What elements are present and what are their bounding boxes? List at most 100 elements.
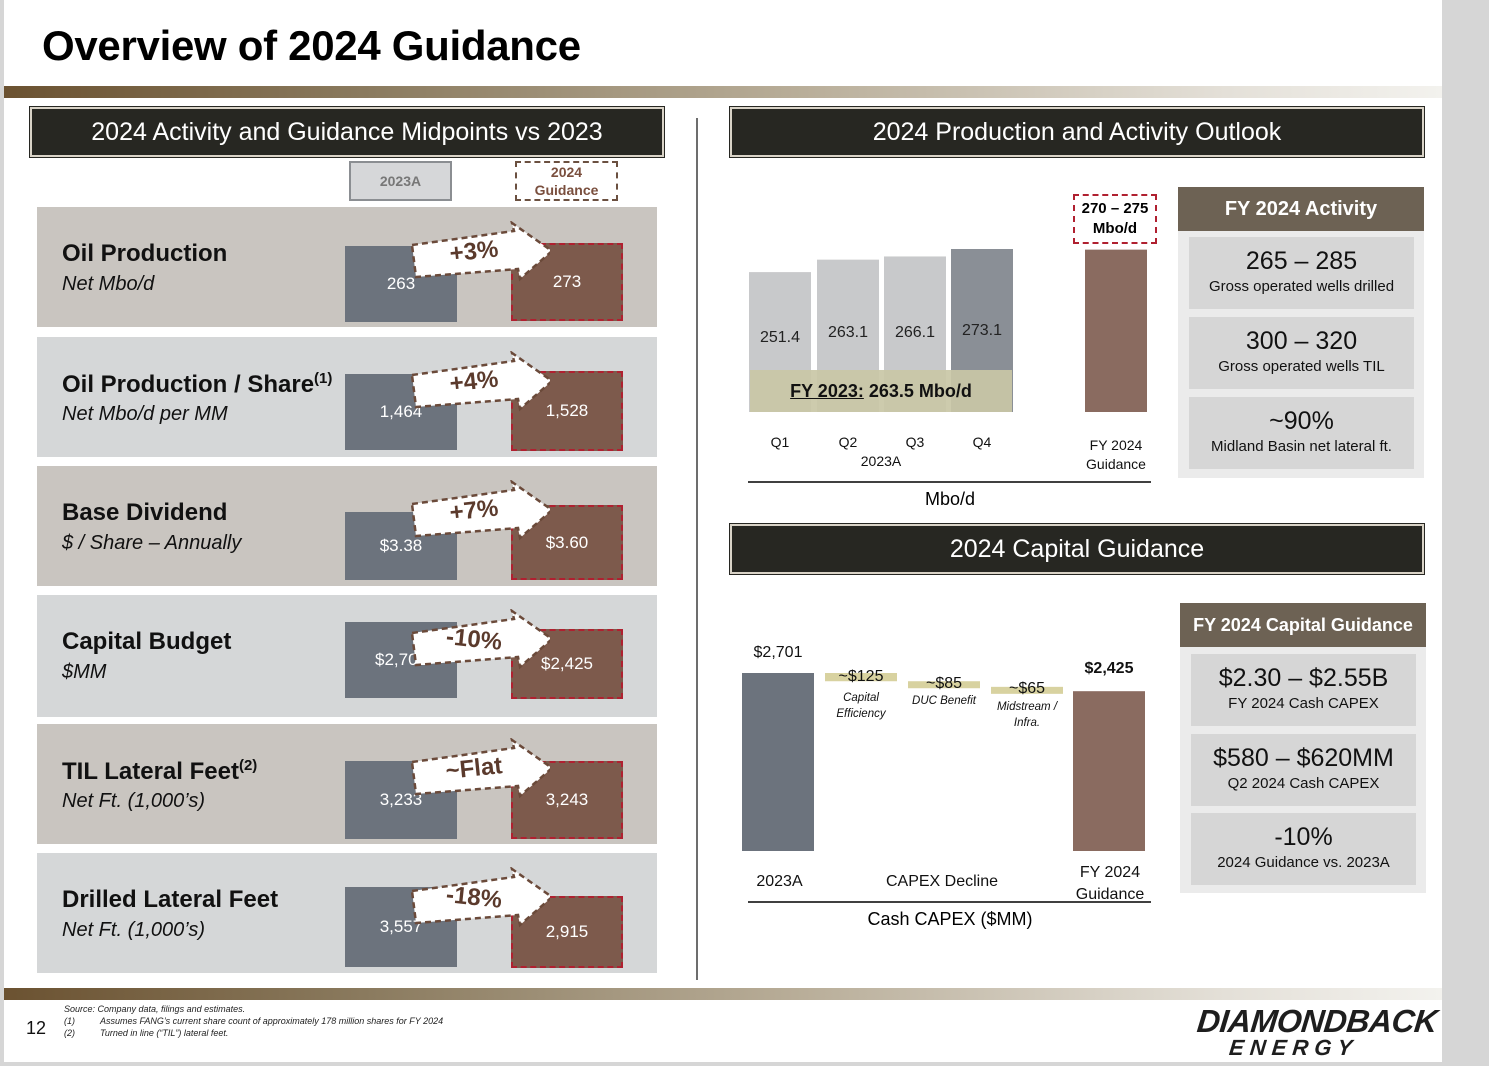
row-title: Capital Budget	[62, 628, 231, 656]
row-title-text: Base Dividend	[62, 499, 228, 526]
capital-axis-label: Cash CAPEX ($MM)	[867, 909, 1033, 929]
capital-guidance-item: -10% 2024 Guidance vs. 2023A	[1191, 813, 1416, 885]
arrow-shape	[410, 609, 550, 670]
row-subtitle: Net Ft. (1,000’s)	[62, 790, 206, 812]
capital-guidance-item: $2.30 – $2.55B FY 2024 Cash CAPEX	[1191, 654, 1416, 726]
capital-guidance-label: 2024 Guidance vs. 2023A	[1217, 854, 1390, 871]
row-title-text: Oil Production / Share	[62, 371, 315, 398]
activity-value: 265 – 285	[1245, 247, 1358, 275]
logo-line-1: DIAMONDBACK	[1195, 1003, 1439, 1039]
row-title: Drilled Lateral Feet	[62, 886, 278, 914]
row-subtitle: Net Mbo/d	[62, 273, 155, 295]
activity-label: Gross operated wells TIL	[1218, 358, 1385, 375]
header-rule	[4, 86, 1442, 98]
callout-unit: Mbo/d	[1092, 220, 1138, 237]
fy2023-label: FY 2023:	[790, 381, 864, 401]
row-title-text: Drilled Lateral Feet	[62, 886, 279, 913]
capital-guidance-value: $580 – $620MM	[1213, 744, 1394, 772]
activity-panel-header: FY 2024 Activity	[1178, 187, 1424, 231]
capital-chart	[742, 673, 1151, 903]
capital-x-label-end-line1: FY 2024	[1079, 864, 1141, 881]
change-arrow-icon	[410, 738, 550, 799]
row-title-superscript: (1)	[314, 370, 333, 387]
legend-2024-line1: 2024	[550, 163, 583, 180]
capital-category-label: Capital Efficiency	[836, 692, 886, 720]
activity-value: ~90%	[1269, 407, 1334, 435]
bar-2024-guidance: 273	[511, 243, 623, 321]
row-subtitle: Net Ft. (1,000’s)	[62, 919, 206, 941]
production-section-header: 2024 Production and Activity Outlook	[729, 106, 1425, 158]
production-quarter-label: Q2	[838, 434, 858, 450]
guidance-label-line1: FY 2024	[1089, 437, 1143, 453]
production-guidance-callout: 270 – 275 Mbo/d	[1073, 194, 1157, 244]
row-title-text: TIL Lateral Feet	[62, 758, 239, 785]
capital-bar	[908, 681, 980, 689]
row-subtitle: $ / Share – Annually	[62, 532, 242, 554]
capital-bar	[991, 686, 1063, 694]
capital-value-label: ~$65	[1008, 680, 1046, 697]
capital-x-label-end: FY 2024 Guidance	[1066, 862, 1154, 907]
row-title: TIL Lateral Feet(2)	[62, 757, 257, 786]
footnote-2: Turned in line (“TIL”) lateral feet.	[100, 1028, 229, 1038]
row-title-superscript: (2)	[238, 757, 258, 774]
activity-item: ~90% Midland Basin net lateral ft.	[1189, 397, 1414, 469]
production-value-label: 273.1	[961, 322, 1003, 339]
change-arrow-icon	[410, 480, 550, 541]
capital-guidance-label: FY 2024 Cash CAPEX	[1228, 695, 1379, 712]
callout-range: 270 – 275	[1081, 199, 1149, 217]
page-title: Overview of 2024 Guidance	[42, 22, 581, 69]
row-title: Oil Production	[62, 240, 227, 268]
logo-line-2: ENERGY	[1228, 1035, 1360, 1060]
fy2023-band	[750, 370, 1012, 412]
production-value-label: 251.4	[759, 329, 801, 346]
production-quarter-label: Q1	[770, 434, 790, 450]
capital-bar	[1073, 691, 1145, 851]
capital-x-label-start: 2023A	[756, 873, 803, 890]
production-axis-label: Mbo/d	[924, 489, 976, 509]
arrow-shape	[410, 867, 550, 928]
row-subtitle: $MM	[62, 661, 107, 683]
capital-guidance-header: FY 2024 Capital Guidance	[1180, 603, 1426, 647]
change-arrow-icon	[410, 221, 550, 282]
capital-bar	[825, 673, 897, 682]
legend-2024-line2: Guidance	[534, 182, 599, 198]
page-number: 12	[26, 1018, 47, 1038]
legend-2024-guidance: 2024 Guidance	[515, 161, 618, 201]
production-quarter-label: Q3	[905, 434, 925, 450]
production-chart	[748, 249, 1151, 483]
footer-rule	[4, 988, 1442, 1000]
activity-item: 265 – 285 Gross operated wells drilled	[1189, 237, 1414, 309]
row-title-text: Capital Budget	[62, 628, 232, 655]
capital-value-label: ~$85	[925, 675, 963, 692]
arrow-shape	[410, 480, 550, 541]
fy2023-average-label: FY 2023: 263.5 Mbo/d	[750, 381, 1012, 402]
change-arrow-icon	[410, 609, 550, 670]
guidance-label-line2: Guidance	[1086, 455, 1146, 472]
capital-x-label-end-line2: Guidance	[1075, 886, 1145, 904]
capital-bar	[742, 673, 814, 851]
capital-section-header: 2024 Capital Guidance	[729, 523, 1425, 575]
capital-value-label: $2,701	[753, 644, 803, 661]
footnote-1: Assumes FANG’s current share count of ap…	[100, 1016, 444, 1026]
bar-2023a: 3,557	[345, 887, 457, 967]
period-label-2023a: 2023A	[860, 453, 902, 469]
activity-item: 300 – 320 Gross operated wells TIL	[1189, 317, 1414, 389]
arrow-shape	[410, 351, 550, 412]
capital-x-label-mid: CAPEX Decline	[885, 873, 999, 890]
capital-guidance-value: -10%	[1274, 823, 1333, 851]
capital-value-label: ~$125	[838, 668, 884, 685]
capital-category-label: Midstream / Infra.	[996, 701, 1058, 729]
capital-guidance-value: $2.30 – $2.55B	[1218, 664, 1389, 692]
capital-value-label: $2,425	[1084, 660, 1134, 677]
activity-label: Midland Basin net lateral ft.	[1211, 438, 1392, 455]
left-section-header: 2024 Activity and Guidance Midpoints vs …	[29, 106, 665, 158]
capital-guidance-label: Q2 2024 Cash CAPEX	[1227, 775, 1380, 792]
capital-category-label: DUC Benefit	[912, 695, 976, 707]
company-logo: DIAMONDBACK ENERGY	[1137, 1003, 1439, 1060]
production-quarter-label: Q4	[972, 434, 992, 450]
footnote-1-number: (1)	[64, 1016, 75, 1026]
arrow-shape	[410, 221, 550, 282]
row-subtitle: Net Mbo/d per MM	[62, 403, 228, 425]
arrow-shape	[410, 738, 550, 799]
legend-2023a: 2023A	[349, 161, 452, 201]
